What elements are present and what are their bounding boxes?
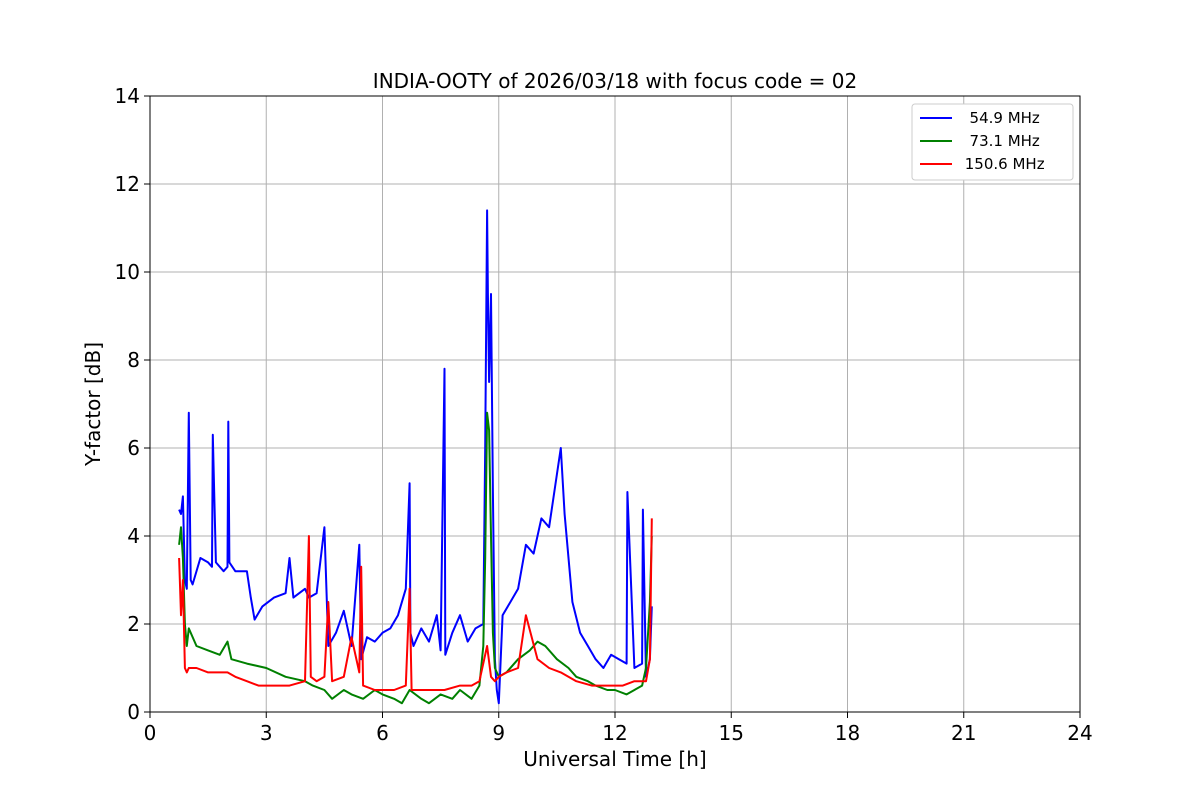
legend-label: 150.6 MHz: [960, 155, 1045, 173]
x-tick-label: 0: [144, 721, 157, 745]
y-tick-label: 14: [115, 84, 140, 108]
legend-label: 54.9 MHz: [960, 109, 1040, 127]
x-tick-label: 6: [376, 721, 389, 745]
legend: 54.9 MHz 73.1 MHz 150.6 MHz: [911, 103, 1074, 181]
y-tick-label: 4: [127, 524, 140, 548]
y-tick-label: 0: [127, 700, 140, 724]
chart-title: INDIA-OOTY of 2026/03/18 with focus code…: [373, 69, 857, 93]
series-line-2: [178, 518, 653, 691]
y-tick-label: 6: [127, 436, 140, 460]
y-axis-label: Y-factor [dB]: [81, 342, 105, 467]
x-axis-label: Universal Time [h]: [523, 747, 706, 771]
x-tick-label: 3: [260, 721, 273, 745]
x-tick-label: 21: [951, 721, 976, 745]
series-line-0: [178, 209, 653, 705]
x-tick-label: 24: [1067, 721, 1092, 745]
y-tick-label: 10: [115, 260, 140, 284]
x-tick-label: 9: [492, 721, 505, 745]
legend-box: [911, 103, 1074, 181]
series-layer: [178, 209, 653, 705]
x-tick-label: 12: [602, 721, 627, 745]
legend-label: 73.1 MHz: [960, 132, 1040, 150]
y-tick-label: 12: [115, 172, 140, 196]
series-line-1: [178, 411, 653, 705]
y-tick-label: 8: [127, 348, 140, 372]
x-tick-label: 18: [835, 721, 860, 745]
y-tick-label: 2: [127, 612, 140, 636]
x-tick-label: 15: [719, 721, 744, 745]
